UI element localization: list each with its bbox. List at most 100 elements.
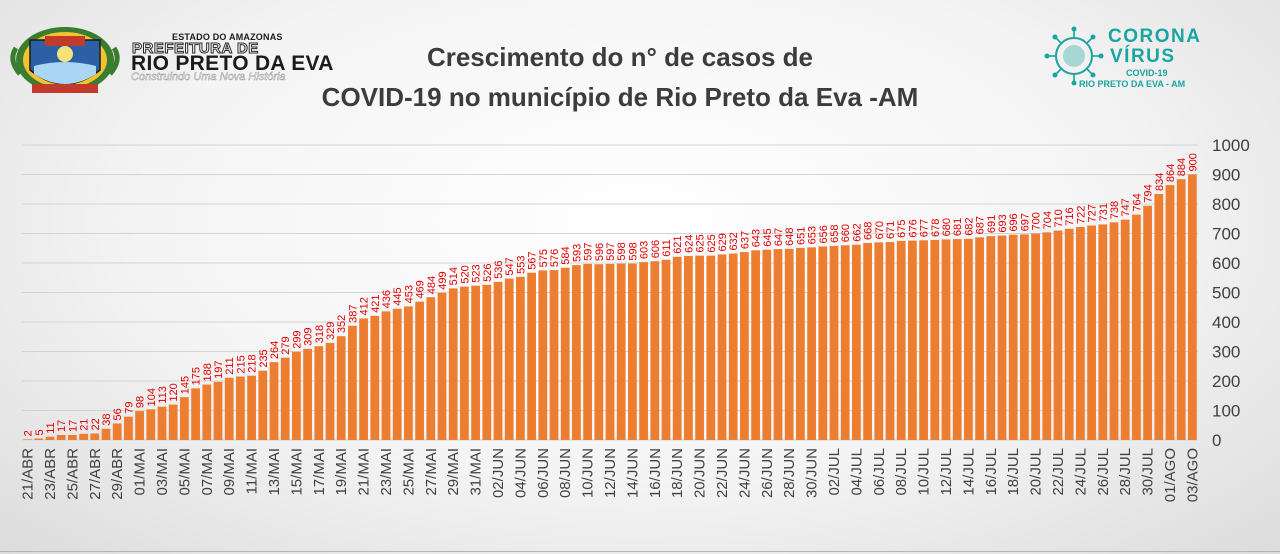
data-label: 658 bbox=[829, 225, 841, 243]
data-label: 637 bbox=[739, 231, 751, 249]
bar bbox=[1031, 233, 1040, 440]
data-label: 747 bbox=[1120, 198, 1132, 216]
data-label: 567 bbox=[527, 251, 539, 269]
x-tick-label: 03/MAI bbox=[154, 448, 171, 496]
bar bbox=[1087, 225, 1096, 440]
data-label: 653 bbox=[807, 226, 819, 244]
coronavirus-logo-icon bbox=[1044, 26, 1104, 86]
data-label: 547 bbox=[504, 257, 516, 275]
data-label: 681 bbox=[952, 218, 964, 236]
x-tick-label: 04/JUL bbox=[848, 448, 865, 496]
x-tick-label: 24/JUN bbox=[736, 448, 753, 498]
bar bbox=[986, 236, 996, 440]
bar bbox=[247, 375, 256, 440]
data-label: 668 bbox=[863, 222, 875, 240]
x-tick-label: 13/MAI bbox=[266, 448, 283, 496]
bar bbox=[292, 351, 301, 440]
bar bbox=[56, 434, 66, 440]
data-label: 264 bbox=[269, 341, 281, 359]
data-label: 691 bbox=[986, 215, 998, 233]
bar bbox=[829, 245, 839, 440]
y-tick-label: 0 bbox=[1212, 431, 1221, 450]
bar bbox=[874, 242, 884, 440]
x-tick-label: 17/MAI bbox=[311, 448, 328, 496]
x-tick-label: 28/JUN bbox=[781, 448, 798, 498]
data-label: 188 bbox=[202, 363, 214, 381]
bar bbox=[616, 263, 626, 440]
bar bbox=[672, 256, 682, 440]
bar bbox=[191, 388, 200, 441]
x-tick-label: 06/JUL bbox=[871, 448, 888, 496]
data-label: 704 bbox=[1042, 211, 1054, 229]
data-label: 697 bbox=[1019, 213, 1031, 231]
x-tick-label: 01/AGO bbox=[1162, 448, 1179, 502]
x-tick-label: 12/JUL bbox=[938, 448, 955, 496]
data-label: 218 bbox=[247, 354, 259, 372]
data-label: 575 bbox=[538, 249, 550, 267]
bar bbox=[1053, 230, 1063, 440]
bar bbox=[661, 259, 671, 440]
bar bbox=[90, 433, 100, 440]
data-label: 453 bbox=[403, 285, 415, 303]
bar bbox=[202, 384, 212, 440]
bar bbox=[493, 281, 503, 440]
corona-logo-text-4: RIO PRETO DA EVA - AM bbox=[1079, 79, 1186, 89]
data-label: 621 bbox=[672, 235, 684, 253]
bar bbox=[605, 263, 615, 440]
y-tick-label: 300 bbox=[1212, 343, 1240, 362]
data-label: 647 bbox=[773, 228, 785, 246]
x-tick-label: 14/JUL bbox=[960, 448, 977, 496]
data-label: 584 bbox=[560, 246, 572, 264]
bar bbox=[784, 248, 794, 440]
corona-logo-text-2: VÍRUS bbox=[1110, 46, 1176, 67]
data-label: 469 bbox=[415, 280, 427, 298]
data-label: 597 bbox=[583, 243, 595, 261]
bar bbox=[594, 264, 604, 440]
bar bbox=[303, 348, 312, 440]
x-tick-label: 16/JUN bbox=[647, 448, 664, 498]
bar bbox=[650, 261, 660, 440]
data-label: 79 bbox=[123, 401, 135, 413]
slogan-label: Construindo Uma Nova História bbox=[131, 71, 286, 84]
data-label: 884 bbox=[1176, 158, 1188, 176]
data-label: 113 bbox=[157, 386, 169, 404]
y-tick-label: 500 bbox=[1212, 284, 1240, 303]
x-tick-label: 08/JUN bbox=[557, 448, 574, 498]
data-label: 643 bbox=[751, 229, 763, 247]
data-label: 593 bbox=[571, 244, 583, 262]
bar bbox=[280, 357, 290, 440]
data-label: 625 bbox=[695, 234, 707, 252]
data-label: 576 bbox=[549, 249, 561, 267]
bar bbox=[448, 288, 458, 440]
x-tick-label: 02/JUL bbox=[826, 448, 843, 496]
x-tick-label: 11/MAI bbox=[244, 448, 261, 494]
data-label: 22 bbox=[90, 418, 102, 430]
bar bbox=[157, 406, 167, 440]
bar bbox=[840, 245, 850, 440]
bar bbox=[1020, 234, 1029, 440]
data-label: 864 bbox=[1165, 164, 1177, 182]
bar bbox=[997, 235, 1007, 440]
bar bbox=[975, 237, 984, 440]
bar bbox=[740, 252, 749, 440]
data-label: 514 bbox=[448, 267, 460, 285]
data-label: 211 bbox=[224, 357, 236, 375]
x-tick-label: 04/JUN bbox=[512, 448, 529, 498]
data-label: 120 bbox=[168, 383, 180, 401]
data-label: 716 bbox=[1064, 207, 1076, 225]
bar bbox=[1109, 222, 1119, 440]
data-label: 727 bbox=[1087, 204, 1099, 222]
x-tick-label: 22/JUL bbox=[1050, 448, 1067, 496]
data-label: 693 bbox=[997, 214, 1009, 232]
bar bbox=[549, 270, 559, 440]
bar bbox=[863, 242, 872, 440]
x-tick-label: 10/JUN bbox=[580, 448, 597, 498]
bar bbox=[885, 242, 895, 440]
corona-logo-text-1: CORONA bbox=[1108, 26, 1202, 47]
chart-title-line1: Crescimento do n° de casos de bbox=[426, 42, 814, 72]
data-label: 553 bbox=[515, 256, 527, 274]
x-tick-label: 02/JUN bbox=[490, 448, 507, 498]
bar bbox=[415, 301, 424, 440]
bar bbox=[460, 286, 469, 440]
